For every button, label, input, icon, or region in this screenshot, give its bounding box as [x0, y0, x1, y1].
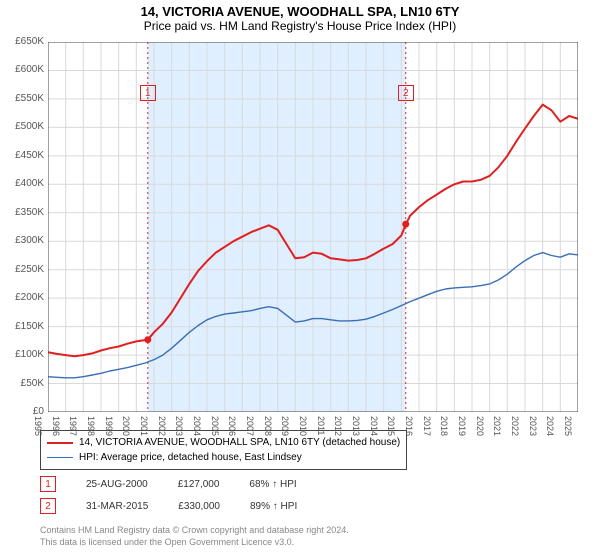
x-tick-label: 2002 [157, 416, 167, 436]
marker-badge: 1 [40, 476, 56, 492]
footnote-line: This data is licensed under the Open Gov… [40, 536, 349, 548]
x-tick-label: 2024 [545, 416, 555, 436]
y-tick-label: £400K [8, 178, 44, 189]
y-tick-label: £650K [8, 36, 44, 47]
attribution-footnote: Contains HM Land Registry data © Crown c… [40, 524, 349, 548]
x-tick-label: 2017 [422, 416, 432, 436]
x-tick-label: 2010 [298, 416, 308, 436]
x-tick-label: 2005 [210, 416, 220, 436]
legend-row: 14, VICTORIA AVENUE, WOODHALL SPA, LN10 … [47, 435, 400, 450]
x-tick-label: 1996 [51, 416, 61, 436]
legend-swatch [47, 442, 73, 444]
legend-row: HPI: Average price, detached house, East… [47, 450, 400, 465]
marker-annotation-row: 2 31-MAR-2015 £330,000 89% ↑ HPI [40, 498, 297, 514]
x-tick-label: 2021 [492, 416, 502, 436]
marker-ratio: 68% ↑ HPI [249, 479, 296, 490]
x-tick-label: 1998 [86, 416, 96, 436]
x-tick-label: 2012 [333, 416, 343, 436]
x-tick-label: 2025 [563, 416, 573, 436]
marker-price: £127,000 [178, 479, 220, 490]
chart-subtitle: Price paid vs. HM Land Registry's House … [0, 19, 600, 33]
x-tick-label: 2013 [351, 416, 361, 436]
x-tick-label: 1997 [68, 416, 78, 436]
x-tick-label: 2004 [192, 416, 202, 436]
legend-swatch [47, 457, 73, 458]
marker-badge: 2 [40, 498, 56, 514]
x-tick-label: 2007 [245, 416, 255, 436]
x-tick-label: 2008 [263, 416, 273, 436]
x-tick-label: 2001 [139, 416, 149, 436]
y-tick-label: £200K [8, 292, 44, 303]
x-tick-label: 1995 [33, 416, 43, 436]
x-tick-label: 2014 [369, 416, 379, 436]
y-tick-label: £450K [8, 150, 44, 161]
marker-date: 25-AUG-2000 [86, 479, 148, 490]
y-tick-label: £50K [8, 378, 44, 389]
x-tick-label: 2000 [121, 416, 131, 436]
x-tick-label: 2011 [316, 416, 326, 435]
legend-label: HPI: Average price, detached house, East… [79, 450, 302, 465]
legend-label: 14, VICTORIA AVENUE, WOODHALL SPA, LN10 … [79, 435, 400, 450]
footnote-line: Contains HM Land Registry data © Crown c… [40, 524, 349, 536]
y-tick-label: £150K [8, 321, 44, 332]
plot-area: 12 [48, 42, 578, 412]
y-tick-label: £100K [8, 349, 44, 360]
y-tick-label: £350K [8, 207, 44, 218]
marker-ratio: 89% ↑ HPI [250, 501, 297, 512]
x-tick-label: 2023 [528, 416, 538, 436]
x-tick-label: 2006 [227, 416, 237, 436]
chart-title: 14, VICTORIA AVENUE, WOODHALL SPA, LN10 … [0, 4, 600, 19]
x-tick-label: 2020 [475, 416, 485, 436]
x-tick-label: 2018 [439, 416, 449, 436]
x-tick-label: 2016 [404, 416, 414, 436]
y-tick-label: £250K [8, 264, 44, 275]
y-tick-label: £600K [8, 64, 44, 75]
chart-svg [48, 42, 578, 412]
x-tick-label: 2003 [174, 416, 184, 436]
price-chart: 14, VICTORIA AVENUE, WOODHALL SPA, LN10 … [0, 0, 600, 560]
marker-annotation-row: 1 25-AUG-2000 £127,000 68% ↑ HPI [40, 476, 297, 492]
marker-date: 31-MAR-2015 [86, 501, 148, 512]
x-tick-label: 2022 [510, 416, 520, 436]
x-tick-label: 2015 [386, 416, 396, 436]
x-tick-label: 1999 [104, 416, 114, 436]
y-tick-label: £550K [8, 93, 44, 104]
x-tick-label: 2009 [280, 416, 290, 436]
y-tick-label: £500K [8, 121, 44, 132]
x-tick-label: 2019 [457, 416, 467, 436]
y-tick-label: £300K [8, 235, 44, 246]
marker-price: £330,000 [178, 501, 220, 512]
chart-titles: 14, VICTORIA AVENUE, WOODHALL SPA, LN10 … [0, 0, 600, 33]
